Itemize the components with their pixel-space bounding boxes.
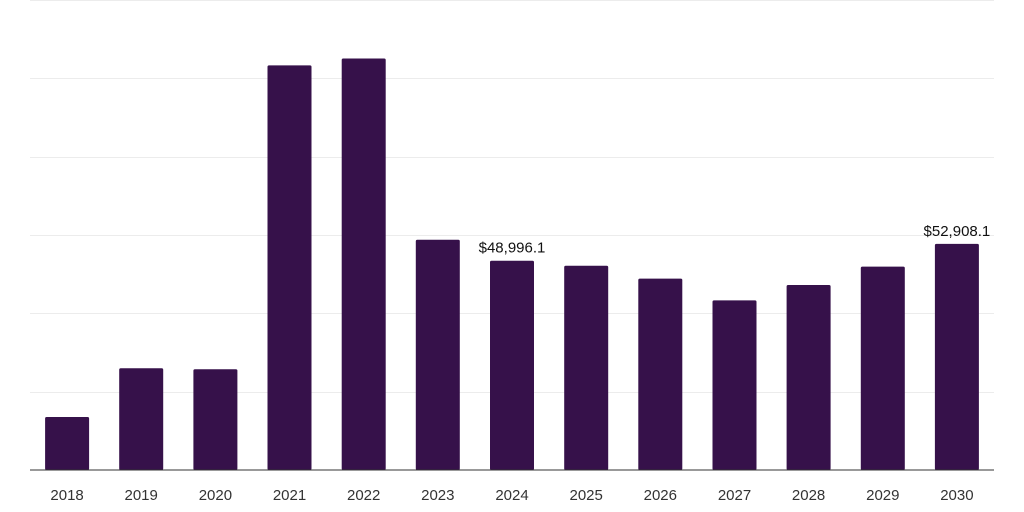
data-label-2030: $52,908.1 — [924, 223, 991, 240]
x-tick-label: 2027 — [718, 487, 751, 504]
x-tick-label: 2020 — [199, 487, 232, 504]
x-tick-label: 2018 — [50, 487, 83, 504]
bar-2018[interactable] — [45, 417, 90, 470]
bar-2024[interactable] — [490, 260, 534, 470]
bar-2019[interactable] — [119, 368, 164, 470]
data-label-2024: $48,996.1 — [479, 240, 546, 257]
bar-2026[interactable] — [638, 278, 683, 470]
bars — [45, 58, 979, 471]
x-tick-label: 2030 — [940, 487, 973, 504]
x-tick-label: 2028 — [792, 487, 825, 504]
x-tick-label: 2025 — [570, 487, 603, 504]
data-labels: $48,996.1 $52,908.1 — [479, 223, 991, 257]
bar-2022[interactable] — [341, 58, 386, 471]
x-tick-labels: 2018 2019 2020 2021 2022 2023 2024 2025 2026 2027… — [50, 487, 973, 504]
x-tick-label: 2019 — [125, 487, 158, 504]
bar-2028[interactable] — [786, 285, 831, 470]
x-tick-label: 2024 — [495, 487, 528, 504]
x-tick-label: 2026 — [644, 487, 677, 504]
bar-2020[interactable] — [193, 369, 238, 470]
bar-2029[interactable] — [860, 266, 905, 470]
bar-2021[interactable] — [267, 65, 312, 471]
bar-2025[interactable] — [564, 265, 609, 470]
bar-2027[interactable] — [712, 300, 757, 470]
bar-2030[interactable] — [934, 243, 979, 470]
bar-2023[interactable] — [415, 239, 460, 470]
x-tick-label: 2021 — [273, 487, 306, 504]
x-tick-label: 2022 — [347, 487, 380, 504]
x-tick-label: 2023 — [421, 487, 454, 504]
gridlines — [30, 0, 994, 393]
x-tick-label: 2029 — [866, 487, 899, 504]
